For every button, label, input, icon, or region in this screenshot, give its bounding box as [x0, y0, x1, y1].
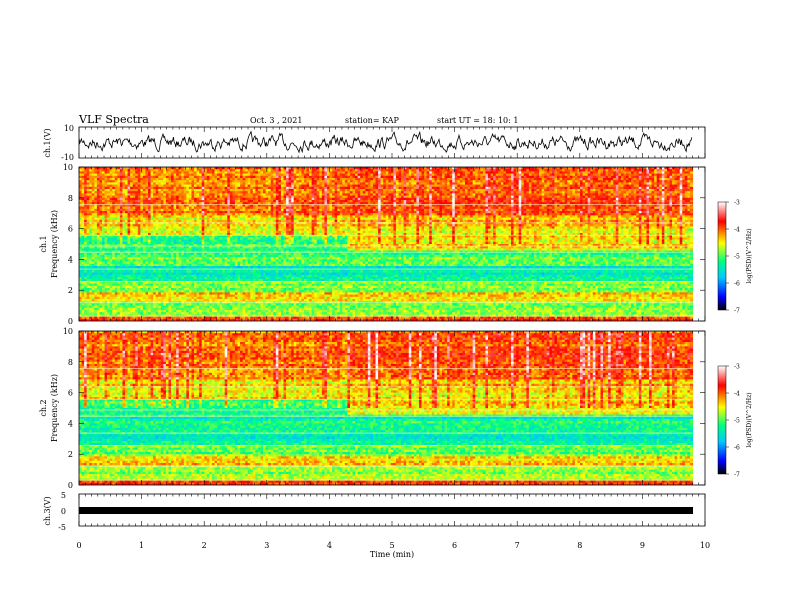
frequency-ytick-label: 8	[68, 194, 73, 203]
frequency-ytick-label: 4	[68, 419, 73, 428]
ch3-ytick-top: 5	[61, 491, 66, 500]
ch2-colorbar	[717, 365, 727, 475]
figure-title: VLF Spectra	[78, 113, 149, 126]
time-xtick-label: 2	[202, 541, 207, 550]
colorbar-tick-label: -3	[734, 364, 740, 371]
ch1-waveform-line	[79, 130, 693, 154]
frequency-ytick-label: 0	[68, 481, 73, 490]
ch2-spectrogram-ylabel: Frequency (kHz)	[50, 374, 59, 442]
colorbar-tick-label: -7	[734, 472, 740, 479]
ch3-waveform-panel: 5 0 -5 ch.3(V)	[43, 491, 706, 532]
ch1-colorbar	[717, 201, 727, 311]
time-xtick-label: 1	[139, 541, 144, 550]
ch3-waveform-band	[79, 507, 693, 514]
time-xlabel: Time (min)	[370, 550, 414, 559]
time-xtick-label: 4	[327, 541, 332, 550]
ch1-spectrogram-image	[79, 167, 694, 321]
ch3-ytick-bottom: -5	[58, 523, 66, 532]
frequency-ytick-label: 10	[63, 163, 73, 172]
ch1-colorbar-label: log(PSD)(V^2/Hz)	[746, 228, 753, 283]
ch3-voltage-ylabel: ch.3(V)	[43, 496, 52, 525]
time-xtick-label: 5	[389, 541, 394, 550]
ch1-spectrogram-ylabel: Frequency (kHz)	[50, 210, 59, 278]
date-label: Oct. 3 , 2021	[250, 116, 302, 125]
ch1-spectrogram-ylabel-channel: ch.1	[39, 235, 48, 252]
frequency-ytick-label: 8	[68, 358, 73, 367]
time-xtick-label: 6	[452, 541, 457, 550]
time-xtick-label: 8	[577, 541, 582, 550]
ch2-colorbar-label: log(PSD)(V^2/Hz)	[746, 392, 753, 447]
colorbar-tick-label: -3	[734, 200, 740, 207]
ch3-ytick-middle: 0	[61, 507, 66, 516]
colorbar-tick-label: -4	[734, 227, 740, 234]
colorbar-tick-label: -5	[734, 254, 740, 261]
colorbar-tick-label: -5	[734, 418, 740, 425]
start-time-label: start UT = 18: 10: 1	[437, 116, 518, 125]
colorbar-tick-label: -4	[734, 391, 740, 398]
frequency-ytick-label: 10	[63, 327, 73, 336]
time-xtick-label: 3	[264, 541, 269, 550]
colorbar-tick-label: -6	[734, 281, 740, 288]
station-label: station= KAP	[345, 116, 400, 125]
time-xtick-label: 10	[700, 541, 710, 550]
ch1-ytick-top: 10	[64, 124, 74, 133]
time-xtick-label: 9	[640, 541, 645, 550]
frequency-ytick-label: 2	[68, 286, 73, 295]
ch1-ytick-bottom: -10	[61, 153, 74, 162]
ch1-voltage-ylabel: ch.1(V)	[43, 128, 52, 157]
frequency-ytick-label: 2	[68, 450, 73, 459]
colorbar-tick-label: -7	[734, 308, 740, 315]
frequency-ytick-label: 6	[68, 225, 73, 234]
frequency-ytick-label: 4	[68, 255, 73, 264]
time-xtick-label: 0	[76, 541, 81, 550]
frequency-ytick-label: 0	[68, 317, 73, 326]
frequency-ytick-label: 6	[68, 389, 73, 398]
ch2-spectrogram-image	[79, 331, 694, 485]
time-xtick-label: 7	[515, 541, 520, 550]
ch2-spectrogram-ylabel-channel: ch.2	[39, 399, 48, 416]
colorbar-tick-label: -6	[734, 445, 740, 452]
ch1-waveform-panel: 10 -10 ch.1(V)	[43, 124, 706, 162]
